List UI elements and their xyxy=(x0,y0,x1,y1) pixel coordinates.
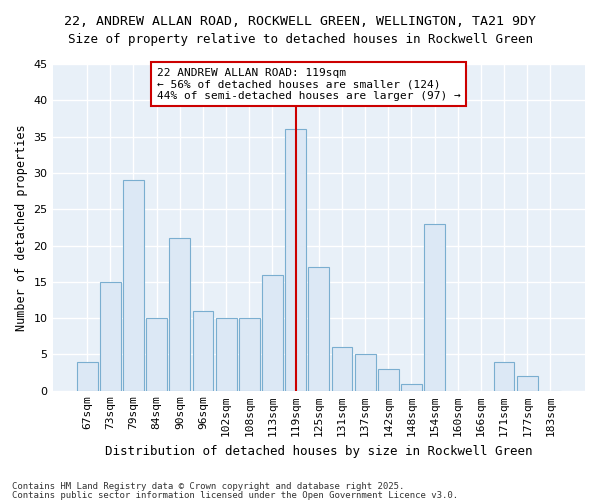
Y-axis label: Number of detached properties: Number of detached properties xyxy=(15,124,28,330)
Text: Contains HM Land Registry data © Crown copyright and database right 2025.: Contains HM Land Registry data © Crown c… xyxy=(12,482,404,491)
Bar xyxy=(308,268,329,391)
Bar xyxy=(494,362,514,391)
Text: 22, ANDREW ALLAN ROAD, ROCKWELL GREEN, WELLINGTON, TA21 9DY: 22, ANDREW ALLAN ROAD, ROCKWELL GREEN, W… xyxy=(64,15,536,28)
Bar xyxy=(169,238,190,391)
Bar xyxy=(424,224,445,391)
Bar xyxy=(216,318,236,391)
Bar xyxy=(285,130,306,391)
X-axis label: Distribution of detached houses by size in Rockwell Green: Distribution of detached houses by size … xyxy=(105,444,533,458)
Bar xyxy=(401,384,422,391)
Bar xyxy=(193,311,214,391)
Bar xyxy=(355,354,376,391)
Bar xyxy=(239,318,260,391)
Bar xyxy=(332,347,352,391)
Bar xyxy=(378,369,398,391)
Bar xyxy=(517,376,538,391)
Bar xyxy=(146,318,167,391)
Text: 22 ANDREW ALLAN ROAD: 119sqm
← 56% of detached houses are smaller (124)
44% of s: 22 ANDREW ALLAN ROAD: 119sqm ← 56% of de… xyxy=(157,68,460,101)
Bar xyxy=(77,362,98,391)
Bar xyxy=(262,274,283,391)
Text: Size of property relative to detached houses in Rockwell Green: Size of property relative to detached ho… xyxy=(67,32,533,46)
Bar xyxy=(100,282,121,391)
Text: Contains public sector information licensed under the Open Government Licence v3: Contains public sector information licen… xyxy=(12,490,458,500)
Bar xyxy=(123,180,144,391)
